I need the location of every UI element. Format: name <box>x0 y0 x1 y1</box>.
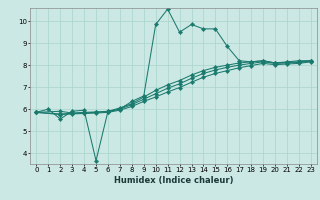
X-axis label: Humidex (Indice chaleur): Humidex (Indice chaleur) <box>114 176 233 185</box>
